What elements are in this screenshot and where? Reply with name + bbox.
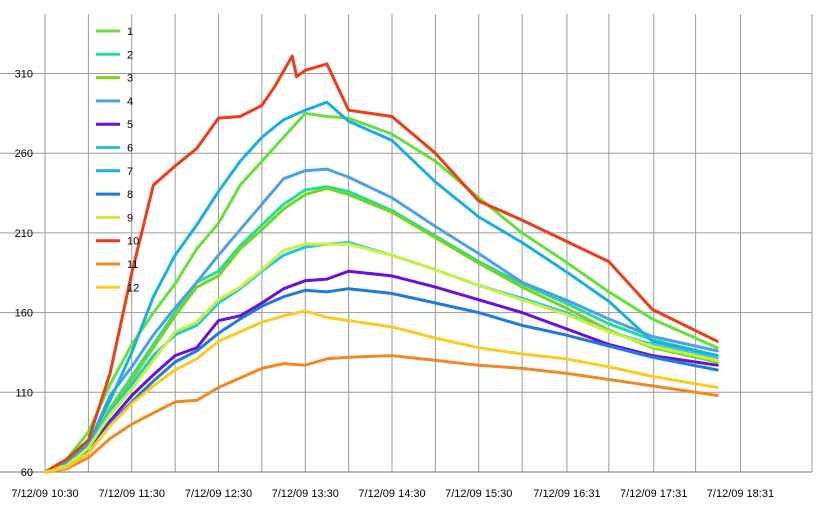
series-line-11	[43, 354, 719, 474]
series-lines	[43, 54, 719, 474]
legend-label-2: 2	[127, 49, 133, 61]
legend-label-3: 3	[127, 73, 133, 85]
legend-label-8: 8	[127, 189, 133, 201]
series-line-7	[43, 100, 719, 474]
legend-label-4: 4	[127, 96, 133, 108]
x-tick-label-6: 7/12/09 16:31	[533, 488, 600, 500]
legend-label-5: 5	[127, 119, 133, 131]
y-tick-label-2: 160	[15, 308, 33, 320]
x-tick-label-1: 7/12/09 11:30	[99, 488, 165, 500]
series-line-2	[43, 185, 719, 474]
y-tick-label-4: 260	[15, 148, 33, 160]
series-line-4	[43, 167, 719, 474]
legend-label-12: 12	[127, 282, 139, 294]
grid-lines	[0, 14, 812, 472]
y-axis-tick-labels: 60 110 160 210 260 310	[15, 69, 33, 480]
legend-label-1: 1	[127, 26, 133, 38]
x-tick-label-0: 7/12/09 10:30	[11, 488, 78, 500]
y-tick-label-3: 210	[15, 228, 33, 240]
y-tick-label-0: 60	[21, 467, 33, 479]
series-line-9	[43, 242, 719, 474]
x-tick-label-2: 7/12/09 12:30	[185, 488, 252, 500]
series-line-3	[43, 186, 719, 474]
y-tick-label-1: 110	[15, 387, 33, 399]
series-line-10	[43, 54, 719, 474]
x-tick-label-5: 7/12/09 15:30	[445, 488, 512, 500]
legend-label-11: 11	[127, 259, 138, 271]
series-line-12	[43, 309, 719, 474]
x-tick-label-3: 7/12/09 13:30	[272, 488, 339, 500]
series-line-1	[43, 111, 719, 474]
legend-label-7: 7	[127, 166, 133, 178]
x-axis-tick-labels: 7/12/09 10:30 7/12/09 11:30 7/12/09 12:30 7…	[11, 488, 774, 500]
x-tick-label-7: 7/12/09 17:31	[620, 488, 687, 500]
y-tick-label-5: 310	[15, 69, 33, 81]
x-tick-label-4: 7/12/09 14:30	[358, 488, 425, 500]
legend-label-10: 10	[127, 236, 139, 248]
axes	[0, 14, 813, 473]
legend-label-6: 6	[127, 143, 133, 155]
legend-label-9: 9	[127, 212, 133, 224]
x-tick-label-8: 7/12/09 18:31	[707, 488, 774, 500]
series-line-5	[43, 269, 719, 474]
